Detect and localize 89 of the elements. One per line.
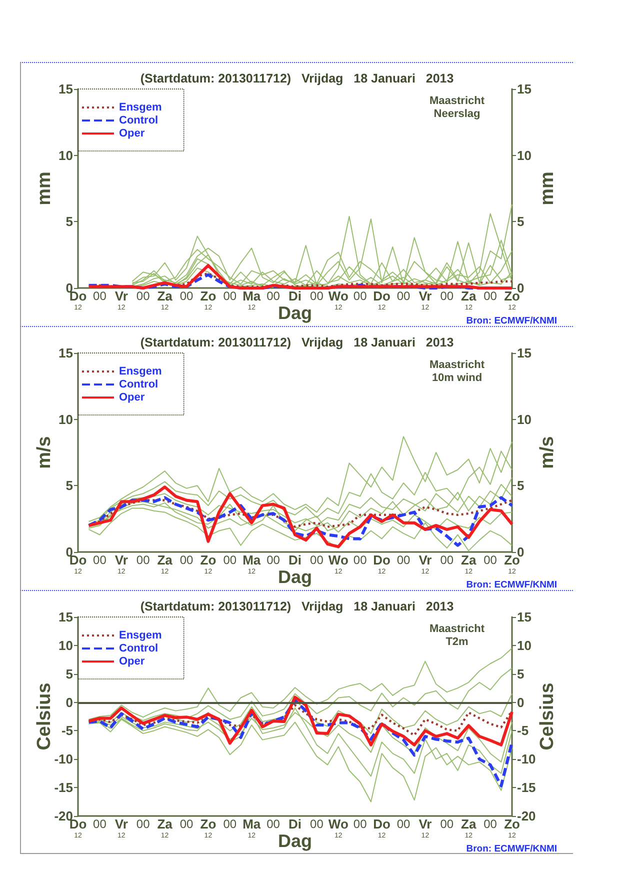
legend-label: Oper bbox=[119, 128, 146, 140]
y-tick-label: -5 bbox=[61, 723, 73, 738]
y-tick-label: 5 bbox=[66, 214, 73, 230]
y2-tick-label: 10 bbox=[517, 412, 532, 427]
y-tick-label: 15 bbox=[58, 610, 73, 624]
x-tick-label: 00 bbox=[180, 289, 194, 303]
x-tick-label: 00 bbox=[440, 289, 454, 303]
x-tick-label: 00 bbox=[136, 817, 150, 831]
y2-axis-title: Celsius bbox=[537, 682, 558, 750]
y2-axis-title: mm bbox=[537, 172, 558, 206]
y-axis-title: Celsius bbox=[34, 682, 55, 750]
y2-tick-label: 5 bbox=[517, 666, 524, 682]
legend-label: Control bbox=[119, 114, 158, 126]
legend-label: Ensgem bbox=[119, 366, 162, 378]
x-tick-label: 00 bbox=[484, 553, 498, 567]
legend-label: Ensgem bbox=[119, 102, 162, 114]
x-tick-label: 00 bbox=[223, 817, 237, 831]
x-tick-label: 00 bbox=[396, 817, 410, 831]
chart-title: (Startdatum: 2013011712) Vrijdag 18 Januari 2013 bbox=[140, 72, 454, 86]
annotation: Maastricht bbox=[429, 359, 485, 371]
x-tick-label: 00 bbox=[484, 289, 498, 303]
x-axis-title: Dag bbox=[278, 567, 312, 587]
x-tick-label: Di bbox=[288, 288, 302, 304]
x-tick-label: 00 bbox=[93, 817, 107, 831]
y2-tick-label: -5 bbox=[517, 723, 529, 738]
y-tick-label: 15 bbox=[58, 82, 73, 96]
legend-label: Oper bbox=[119, 656, 146, 668]
text: Bron: ECMWF/KNMI bbox=[466, 580, 558, 590]
y-tick-label: 0 bbox=[66, 694, 73, 710]
x-tick-label: 00 bbox=[223, 553, 237, 567]
annotation: T2m bbox=[446, 636, 469, 648]
legend-label: Oper bbox=[119, 392, 146, 404]
y-tick-label: 5 bbox=[66, 478, 73, 494]
y2-tick-label: 10 bbox=[517, 148, 532, 163]
y2-tick-label: 15 bbox=[517, 82, 532, 96]
x-tick-label: 00 bbox=[353, 289, 368, 303]
x-tick-label: Di bbox=[288, 816, 302, 832]
x-tick-label: 00 bbox=[266, 817, 280, 831]
y-tick-label: 10 bbox=[58, 638, 73, 653]
y-tick-label: -10 bbox=[54, 752, 73, 767]
annotation: 10m wind bbox=[432, 372, 482, 384]
x-tick-label: 00 bbox=[310, 553, 324, 567]
x-tick-label: 00 bbox=[353, 817, 368, 831]
y2-tick-label: 0 bbox=[517, 694, 524, 710]
y-tick-label: 15 bbox=[58, 346, 73, 360]
annotation: Neerslag bbox=[434, 108, 480, 120]
legend-label: Ensgem bbox=[119, 630, 162, 642]
y2-tick-label: -15 bbox=[517, 780, 536, 796]
legend-label: Control bbox=[119, 378, 158, 390]
y-tick-label: -15 bbox=[54, 780, 73, 796]
x-tick-label: 00 bbox=[266, 553, 280, 567]
x-tick-label: 00 bbox=[310, 289, 324, 303]
y2-tick-label: 5 bbox=[517, 214, 524, 230]
x-tick-label: 00 bbox=[136, 553, 150, 567]
x-tick-label: 00 bbox=[310, 817, 324, 831]
legend-label: Control bbox=[119, 642, 158, 654]
x-axis-title: Dag bbox=[278, 831, 312, 851]
y2-tick-label: 5 bbox=[517, 478, 524, 494]
y2-tick-label: -10 bbox=[517, 752, 536, 767]
x-tick-label: 00 bbox=[353, 553, 368, 567]
x-tick-label: 00 bbox=[440, 817, 454, 831]
chart-title: (Startdatum: 2013011712) Vrijdag 18 Januari 2013 bbox=[140, 600, 454, 614]
x-axis-title: Dag bbox=[278, 303, 312, 323]
text: Bron: ECMWF/KNMI bbox=[466, 844, 558, 854]
x-tick-label: 00 bbox=[223, 289, 237, 303]
y-tick-label: 10 bbox=[58, 412, 73, 427]
y-axis-title: m/s bbox=[34, 436, 55, 469]
x-tick-label: 00 bbox=[93, 553, 107, 567]
x-tick-label: 00 bbox=[440, 553, 454, 567]
x-tick-label: 00 bbox=[266, 289, 280, 303]
x-tick-label: 00 bbox=[136, 289, 150, 303]
text: Bron: ECMWF/KNMI bbox=[466, 316, 558, 326]
chart-title: (Startdatum: 2013011712) Vrijdag 18 Januari 2013 bbox=[140, 336, 454, 350]
x-tick-label: Di bbox=[288, 552, 302, 568]
y-tick-label: 10 bbox=[58, 148, 73, 163]
x-tick-label: 00 bbox=[484, 817, 498, 831]
annotation: Maastricht bbox=[429, 623, 485, 635]
y2-tick-label: 15 bbox=[517, 346, 532, 360]
x-tick-label: 00 bbox=[396, 553, 410, 567]
annotation: Maastricht bbox=[429, 95, 485, 107]
y2-axis-title: m/s bbox=[537, 436, 558, 469]
y-tick-label: 5 bbox=[66, 666, 73, 682]
x-tick-label: 00 bbox=[396, 289, 410, 303]
x-tick-label: 00 bbox=[180, 553, 194, 567]
x-tick-label: 00 bbox=[180, 817, 194, 831]
y-axis-title: mm bbox=[34, 172, 55, 206]
y2-tick-label: 15 bbox=[517, 610, 532, 624]
x-tick-label: 00 bbox=[93, 289, 107, 303]
y2-tick-label: 10 bbox=[517, 638, 532, 653]
